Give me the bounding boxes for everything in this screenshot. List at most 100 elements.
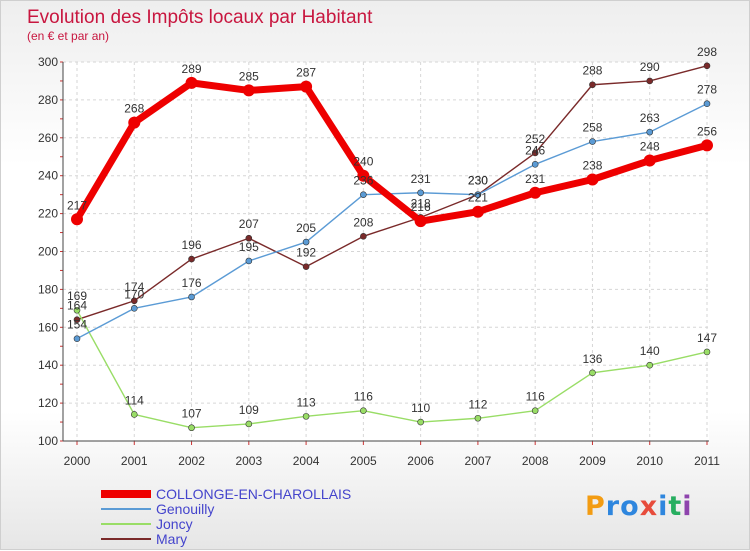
data-label: 252 <box>525 132 545 146</box>
legend-label: Mary <box>156 531 187 547</box>
data-label: 288 <box>582 64 602 78</box>
series-line-collonge-en-charollais <box>73 79 711 225</box>
data-labels: 164 174 196 207 192 208 218 230 252 288 290 298 169 1… <box>67 45 717 421</box>
data-label: 246 <box>525 143 545 157</box>
data-label: 278 <box>697 83 717 97</box>
data-point <box>73 306 81 314</box>
data-label: 116 <box>526 390 545 404</box>
data-point <box>417 189 424 197</box>
data-label: 170 <box>124 287 144 301</box>
y-tick-label: 100 <box>38 434 58 448</box>
data-label: 169 <box>67 289 87 303</box>
data-label: 230 <box>468 174 488 188</box>
legend-label: Genouilly <box>156 501 214 517</box>
axes: 100 120 140 160 180 200 220 240 260 280 300 2000 200… <box>38 55 720 468</box>
data-label: 287 <box>296 66 316 80</box>
data-label: 116 <box>354 390 373 404</box>
data-label: 164 <box>67 299 87 313</box>
data-label: 112 <box>468 397 487 411</box>
data-point <box>589 81 596 89</box>
data-label: 298 <box>697 45 717 59</box>
data-label: 256 <box>697 124 717 138</box>
data-point <box>245 257 253 265</box>
plot-area <box>63 62 709 441</box>
data-label: 216 <box>411 200 431 214</box>
x-tick-label: 2006 <box>407 454 434 468</box>
data-point <box>417 418 424 426</box>
x-tick-label: 2004 <box>293 454 320 468</box>
data-point <box>130 411 138 418</box>
data-point <box>589 138 596 145</box>
data-point <box>242 84 255 97</box>
data-point <box>646 77 654 85</box>
logo-letter: x <box>639 491 659 522</box>
y-tick-label: 260 <box>38 131 58 145</box>
data-label: 174 <box>124 280 144 294</box>
x-tick-label: 2005 <box>350 454 377 468</box>
data-point <box>529 186 542 199</box>
y-tick-label: 200 <box>38 245 58 259</box>
x-tick-label: 2007 <box>465 454 492 468</box>
data-label: 290 <box>640 60 660 74</box>
data-point <box>130 297 138 305</box>
data-point <box>646 361 654 369</box>
data-point <box>360 407 367 414</box>
data-label: 221 <box>468 191 488 205</box>
data-point <box>360 233 367 240</box>
y-tick-label: 220 <box>38 207 58 221</box>
data-point <box>245 234 253 242</box>
data-point <box>646 128 654 136</box>
data-point <box>531 407 539 414</box>
data-label: 176 <box>182 276 202 290</box>
data-label: 248 <box>640 140 660 154</box>
data-label: 207 <box>239 217 259 231</box>
data-label: 196 <box>182 238 202 252</box>
data-label: 258 <box>582 121 602 135</box>
data-label: 240 <box>353 155 373 169</box>
x-tick-label: 2000 <box>64 454 91 468</box>
data-label: 208 <box>353 215 373 229</box>
data-point <box>128 116 141 129</box>
data-point <box>185 76 198 89</box>
data-label: 114 <box>125 393 144 407</box>
x-tick-label: 2001 <box>121 454 148 468</box>
data-point <box>357 169 370 182</box>
data-point <box>474 191 482 198</box>
data-label: 231 <box>525 172 545 186</box>
y-tick-label: 160 <box>38 320 58 334</box>
data-point <box>300 80 313 93</box>
y-tick-label: 280 <box>38 93 58 107</box>
y-tick-label: 140 <box>38 358 58 372</box>
y-tick-label: 180 <box>38 282 58 296</box>
x-tick-label: 2003 <box>235 454 262 468</box>
logo-letter: r <box>605 491 621 522</box>
logo-letter: P <box>585 491 606 522</box>
data-label: 192 <box>296 246 316 260</box>
chart-subtitle: (en € et par an) <box>27 29 109 43</box>
logo-letter: i <box>682 491 693 522</box>
data-point <box>130 305 138 312</box>
data-label: 113 <box>297 395 316 409</box>
data-label: 107 <box>182 407 202 421</box>
series-line-genouilly <box>76 102 708 340</box>
data-point <box>71 213 83 226</box>
data-label: 136 <box>582 352 602 366</box>
logo-letter: i <box>658 491 669 522</box>
chart-title: Evolution des Impôts locaux par Habitant <box>27 7 373 28</box>
data-point <box>531 161 539 168</box>
data-label: 289 <box>182 62 202 76</box>
data-label: 154 <box>67 318 87 332</box>
data-label: 263 <box>640 111 660 125</box>
data-label: 218 <box>411 196 431 210</box>
data-point <box>188 424 195 432</box>
data-point <box>73 316 81 324</box>
x-tick-label: 2010 <box>636 454 663 468</box>
legend-label: COLLONGE-EN-CHAROLLAIS <box>156 486 351 502</box>
series-line-joncy <box>76 309 708 429</box>
data-label: 109 <box>239 403 259 417</box>
data-point <box>302 263 310 270</box>
data-label: 140 <box>640 344 660 358</box>
data-point <box>188 255 195 263</box>
